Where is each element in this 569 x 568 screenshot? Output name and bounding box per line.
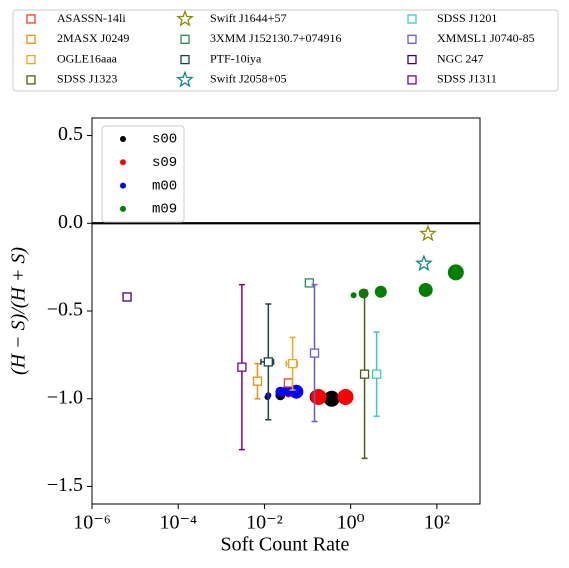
y-tick-label: −1.5 (47, 474, 83, 496)
x-tick-label: 10⁻² (246, 512, 283, 534)
x-tick-label: 10⁰ (337, 512, 365, 534)
legend-marker (26, 34, 36, 44)
y-tick-label: −0.5 (47, 299, 83, 321)
point (309, 348, 320, 358)
legend-label: m09 (152, 202, 177, 218)
x-axis-label: Soft Count Rate (221, 534, 350, 556)
point (263, 357, 273, 367)
y-tick-label: −1.0 (47, 386, 83, 408)
point (323, 390, 340, 407)
legend-label: NGC 247 (437, 51, 483, 65)
point (415, 254, 433, 272)
legend-label: s00 (152, 132, 177, 148)
legend-box (101, 125, 185, 223)
legend-label: 3XMM J152130.7+074916 (210, 31, 341, 45)
point (419, 224, 437, 242)
legend-marker (176, 9, 194, 27)
legend-label: 2MASX J0249 (57, 31, 129, 45)
legend-label: SDSS J1201 (437, 11, 497, 25)
point (304, 278, 314, 288)
legend-label: ASASSN-14li (57, 11, 126, 25)
legend-label: OGLE16aaa (57, 51, 118, 65)
point (337, 388, 354, 405)
point (287, 358, 298, 369)
x-tick-label: 10⁻⁶ (73, 512, 111, 534)
legend-marker (120, 159, 126, 166)
legend-label: SDSS J1323 (57, 72, 117, 86)
legend-marker (26, 14, 36, 24)
y-axis-label: (H − S)/(H + S) (8, 247, 30, 375)
y-tick-label: 0.5 (58, 123, 83, 145)
point (359, 369, 370, 379)
legend-marker (407, 75, 417, 85)
point (310, 388, 327, 405)
legend-marker (180, 54, 190, 65)
x-tick-label: 10² (424, 512, 450, 534)
legend-marker (120, 205, 126, 212)
point (252, 376, 263, 386)
point (350, 292, 357, 299)
legend-marker (26, 54, 36, 65)
legend-label: PTF-10iya (210, 51, 262, 65)
legend-marker (407, 54, 417, 65)
legend-marker (120, 182, 126, 189)
legend-label: m00 (152, 178, 177, 194)
point (374, 285, 387, 298)
legend-label: XMMSL1 J0740-85 (437, 31, 535, 45)
legend-label: SDSS J1311 (437, 72, 497, 86)
legend-label: Swift J1644+57 (210, 11, 286, 25)
y-tick-label: 0.0 (58, 211, 83, 233)
point (447, 264, 464, 281)
legend-marker (120, 136, 126, 142)
point (371, 369, 382, 379)
legend-marker (180, 34, 190, 44)
legend-label: Swift J2058+05 (210, 72, 286, 86)
legend-marker (407, 14, 417, 24)
point (283, 378, 294, 388)
point (358, 288, 369, 299)
top-legend-box (12, 9, 559, 92)
legend-marker (26, 75, 36, 85)
x-tick-label: 10⁻⁴ (159, 512, 197, 534)
point (122, 292, 132, 302)
legend-label: s09 (152, 155, 177, 171)
legend-marker (176, 70, 194, 88)
legend-marker (407, 34, 417, 44)
point (418, 282, 433, 297)
point (237, 362, 247, 372)
